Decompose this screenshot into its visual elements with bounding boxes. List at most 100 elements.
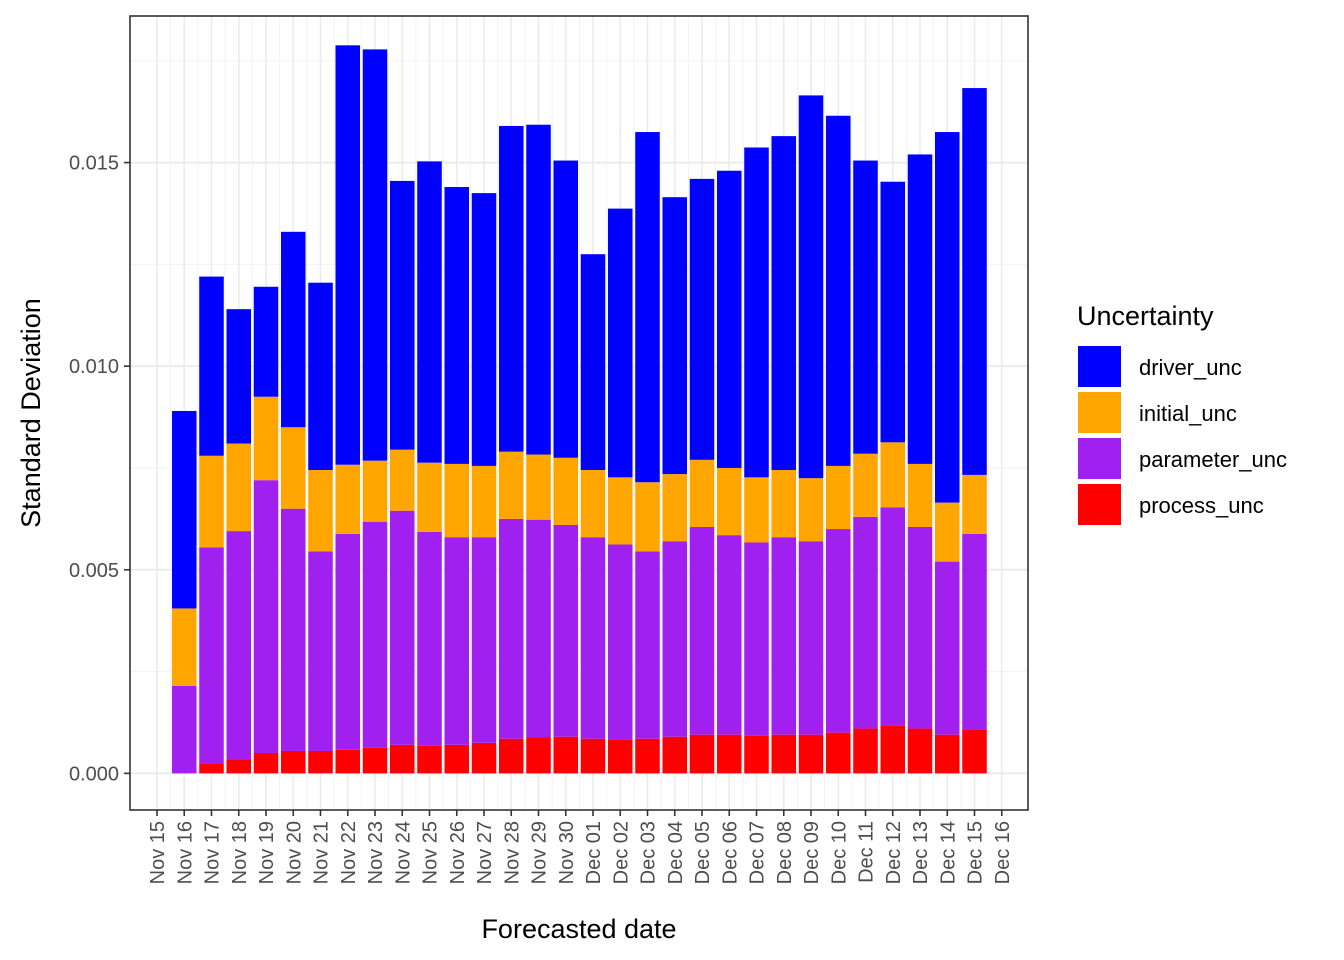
bar-parameter_unc-dec-10	[825, 529, 851, 733]
legend-label-process_unc: process_unc	[1139, 493, 1264, 518]
x-tick-label: Nov 24	[392, 821, 414, 884]
legend-title: Uncertainty	[1077, 301, 1214, 331]
bar-process_unc-nov-24	[389, 744, 415, 774]
bar-initial_unc-nov-22	[335, 464, 361, 534]
bar-initial_unc-dec-13	[907, 463, 933, 528]
bar-process_unc-dec-01	[580, 738, 606, 774]
bar-parameter_unc-nov-26	[444, 537, 470, 745]
bar-driver_unc-dec-03	[635, 132, 660, 483]
bar-process_unc-nov-21	[308, 750, 333, 774]
legend-key-process_unc	[1078, 484, 1121, 525]
bar-parameter_unc-nov-30	[553, 524, 579, 737]
bar-driver_unc-dec-12	[880, 181, 906, 443]
bar-initial_unc-dec-01	[580, 470, 606, 538]
plot-border	[129, 15, 1029, 811]
bar-parameter_unc-dec-13	[907, 527, 933, 729]
x-axis-title: Forecasted date	[481, 914, 676, 944]
bar-driver_unc-nov-16	[171, 410, 197, 609]
bar-process_unc-dec-13	[907, 728, 933, 774]
bar-process_unc-nov-17	[199, 763, 224, 774]
bar-driver_unc-dec-07	[744, 147, 769, 478]
bar-parameter_unc-nov-24	[389, 510, 415, 745]
bar-initial_unc-dec-14	[934, 502, 960, 562]
x-tick-label: Nov 28	[501, 821, 523, 884]
bar-driver_unc-nov-20	[280, 231, 306, 428]
bar-driver_unc-dec-09	[798, 95, 824, 479]
x-tick-label: Dec 07	[747, 821, 769, 884]
bar-process_unc-nov-26	[444, 744, 470, 774]
bar-driver_unc-dec-14	[934, 132, 960, 503]
bar-driver_unc-dec-06	[716, 170, 742, 468]
x-tick-label: Dec 03	[638, 821, 660, 884]
bar-initial_unc-nov-19	[253, 396, 279, 481]
y-axis: 0.000 0.005 0.010 0.015	[69, 153, 130, 785]
bar-parameter_unc-nov-29	[526, 519, 551, 738]
bar-parameter_unc-dec-15	[962, 533, 987, 730]
bar-initial_unc-nov-16	[171, 608, 197, 686]
bar-parameter_unc-dec-06	[716, 535, 742, 735]
bar-driver_unc-nov-22	[335, 45, 361, 465]
bar-initial_unc-dec-02	[607, 477, 633, 545]
bar-process_unc-nov-20	[280, 750, 306, 774]
bar-parameter_unc-dec-14	[934, 561, 960, 735]
x-tick-label: Nov 19	[256, 821, 278, 884]
bar-process_unc-nov-25	[417, 745, 442, 774]
bar-initial_unc-dec-11	[853, 453, 878, 517]
x-tick-label: Nov 27	[474, 821, 496, 884]
bar-process_unc-dec-15	[962, 729, 987, 774]
bar-process_unc-nov-22	[335, 749, 361, 774]
x-tick-label: Dec 02	[610, 821, 632, 884]
bar-process_unc-nov-28	[498, 738, 524, 774]
legend: Uncertainty driver_unc initial_uncparamet…	[1077, 301, 1287, 525]
bar-process_unc-nov-30	[553, 736, 579, 774]
bar-parameter_unc-nov-25	[417, 531, 442, 746]
bar-process_unc-nov-19	[253, 752, 279, 774]
x-tick-label: Dec 09	[801, 821, 823, 884]
bar-initial_unc-nov-28	[498, 451, 524, 519]
x-tick-label: Dec 12	[883, 821, 905, 884]
x-tick-label: Dec 13	[910, 821, 932, 884]
bar-driver_unc-dec-08	[771, 136, 797, 471]
legend-label-driver_unc: driver_unc	[1139, 355, 1242, 380]
bar-parameter_unc-nov-21	[308, 551, 333, 751]
bar-process_unc-nov-18	[226, 759, 252, 774]
bar-initial_unc-dec-10	[825, 465, 851, 530]
bar-process_unc-dec-14	[934, 734, 960, 774]
x-tick-label: Nov 21	[311, 821, 333, 884]
bar-process_unc-dec-07	[744, 735, 769, 774]
legend-key-initial_unc	[1078, 392, 1121, 433]
bar-driver_unc-dec-10	[825, 115, 851, 466]
bar-driver_unc-nov-26	[444, 187, 470, 464]
bar-process_unc-dec-04	[662, 736, 688, 774]
bar-driver_unc-nov-18	[226, 309, 252, 444]
bar-initial_unc-nov-27	[471, 465, 497, 538]
x-tick-label: Dec 04	[665, 821, 687, 884]
bar-parameter_unc-dec-04	[662, 541, 688, 737]
bars	[171, 45, 987, 774]
bar-parameter_unc-dec-12	[880, 507, 906, 726]
legend-label-parameter_unc: parameter_unc	[1139, 447, 1287, 472]
bar-initial_unc-dec-08	[771, 470, 797, 538]
bar-initial_unc-nov-21	[308, 470, 333, 552]
bar-parameter_unc-dec-05	[689, 527, 715, 735]
x-tick-label: Dec 15	[965, 821, 987, 884]
bar-driver_unc-dec-15	[962, 88, 987, 475]
bar-parameter_unc-dec-08	[771, 537, 797, 735]
bar-parameter_unc-dec-02	[607, 544, 633, 740]
x-tick-label: Nov 26	[447, 821, 469, 884]
bar-process_unc-dec-10	[825, 732, 851, 774]
bar-process_unc-dec-05	[689, 734, 715, 774]
bar-parameter_unc-nov-23	[362, 521, 388, 748]
legend-label-initial_unc: initial_unc	[1139, 401, 1237, 426]
bar-initial_unc-nov-29	[526, 454, 551, 520]
x-tick-label: Dec 11	[856, 821, 878, 883]
bar-initial_unc-nov-18	[226, 443, 252, 532]
bar-process_unc-dec-03	[635, 738, 660, 774]
y-tick-label: 0.010	[69, 356, 119, 378]
bar-driver_unc-nov-17	[199, 276, 224, 456]
bar-driver_unc-dec-13	[907, 154, 933, 464]
x-tick-label: Nov 18	[229, 821, 251, 884]
bar-initial_unc-dec-07	[744, 477, 769, 543]
bar-driver_unc-dec-05	[689, 178, 715, 460]
